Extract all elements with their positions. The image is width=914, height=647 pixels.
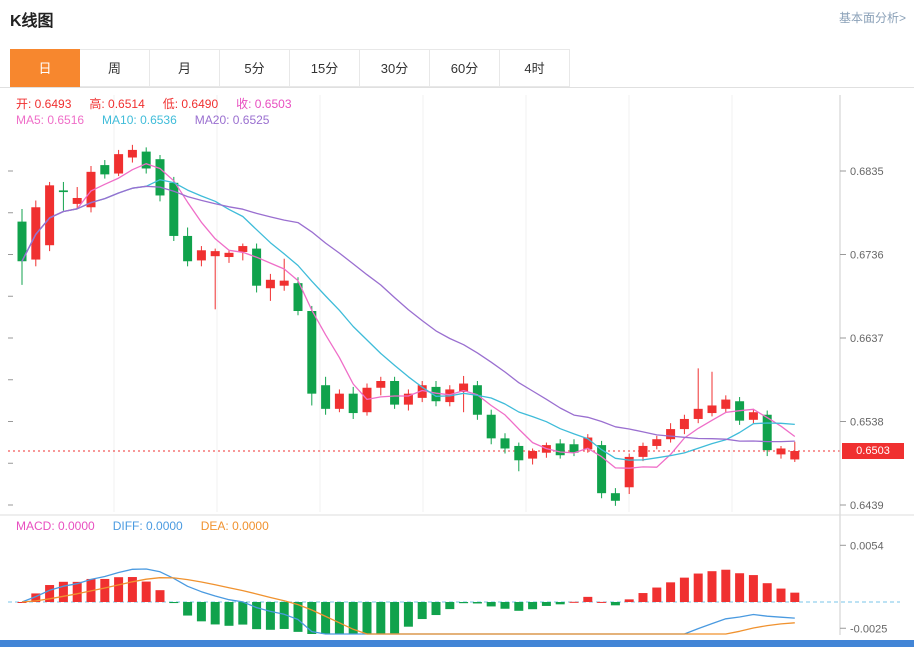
info-macd: MACD: 0.0000 [16,519,95,533]
chart-scrollbar[interactable] [0,640,914,647]
ma-info: MA5: 0.6516 MA10: 0.6536 MA20: 0.6525 [16,113,287,127]
ohlc-info: 开: 0.6493 高: 0.6514 低: 0.6490 收: 0.6503 [16,95,310,112]
info-diff: DIFF: 0.0000 [112,519,183,533]
info-ma5: MA5: 0.6516 [16,113,85,127]
tab-5min[interactable]: 5分 [220,49,290,87]
chart-area: 0.6835 0.6736 0.6637 0.6538 0.6439 0.0054 -0.0… [0,88,914,647]
price-tick-3: 0.6538 [850,416,884,428]
tab-30min[interactable]: 30分 [360,49,430,87]
macd-tick-1: -0.0025 [850,623,887,635]
ma5-line [21,163,796,469]
candles [17,144,800,506]
ma20-line [21,185,795,443]
page-title: K线图 [10,13,54,30]
info-ma20: MA20: 0.6525 [194,113,270,127]
price-tick-0: 0.6835 [850,166,884,178]
price-tick-1: 0.6736 [850,249,884,261]
macd-histogram [17,569,800,634]
macd-info: MACD: 0.0000 DIFF: 0.0000 DEA: 0.0000 [16,519,287,533]
tab-month[interactable]: 月 [150,49,220,87]
tab-4hour[interactable]: 4时 [500,49,570,87]
tab-bar: 日周月 5分 15分 30分 60分 4时 [0,49,914,88]
info-open: 开: 0.6493 [16,97,72,111]
info-high: 高: 0.6514 [89,97,145,111]
info-dea: DEA: 0.0000 [200,519,269,533]
ma10-line [21,179,795,461]
tab-day[interactable]: 日 [10,49,80,87]
info-ma10: MA10: 0.6536 [102,113,177,127]
price-tick-4: 0.6439 [850,500,884,512]
dea-line [21,577,795,635]
price-tick-2: 0.6637 [850,333,884,345]
tab-15min[interactable]: 15分 [290,49,360,87]
tab-60min[interactable]: 60分 [430,49,500,87]
info-low: 低: 0.6490 [162,97,219,111]
info-close: 收: 0.6503 [236,97,292,111]
page-header: K线图 基本面分析> [0,0,914,30]
fundamental-analysis-link[interactable]: 基本面分析> [838,11,906,25]
tab-week[interactable]: 周 [80,49,150,87]
current-price-badge: 0.6503 [842,443,904,459]
macd-tick-0: 0.0054 [850,540,884,552]
kline-chart[interactable]: 0.6835 0.6736 0.6637 0.6538 0.6439 0.0054 -0.0… [0,88,914,647]
